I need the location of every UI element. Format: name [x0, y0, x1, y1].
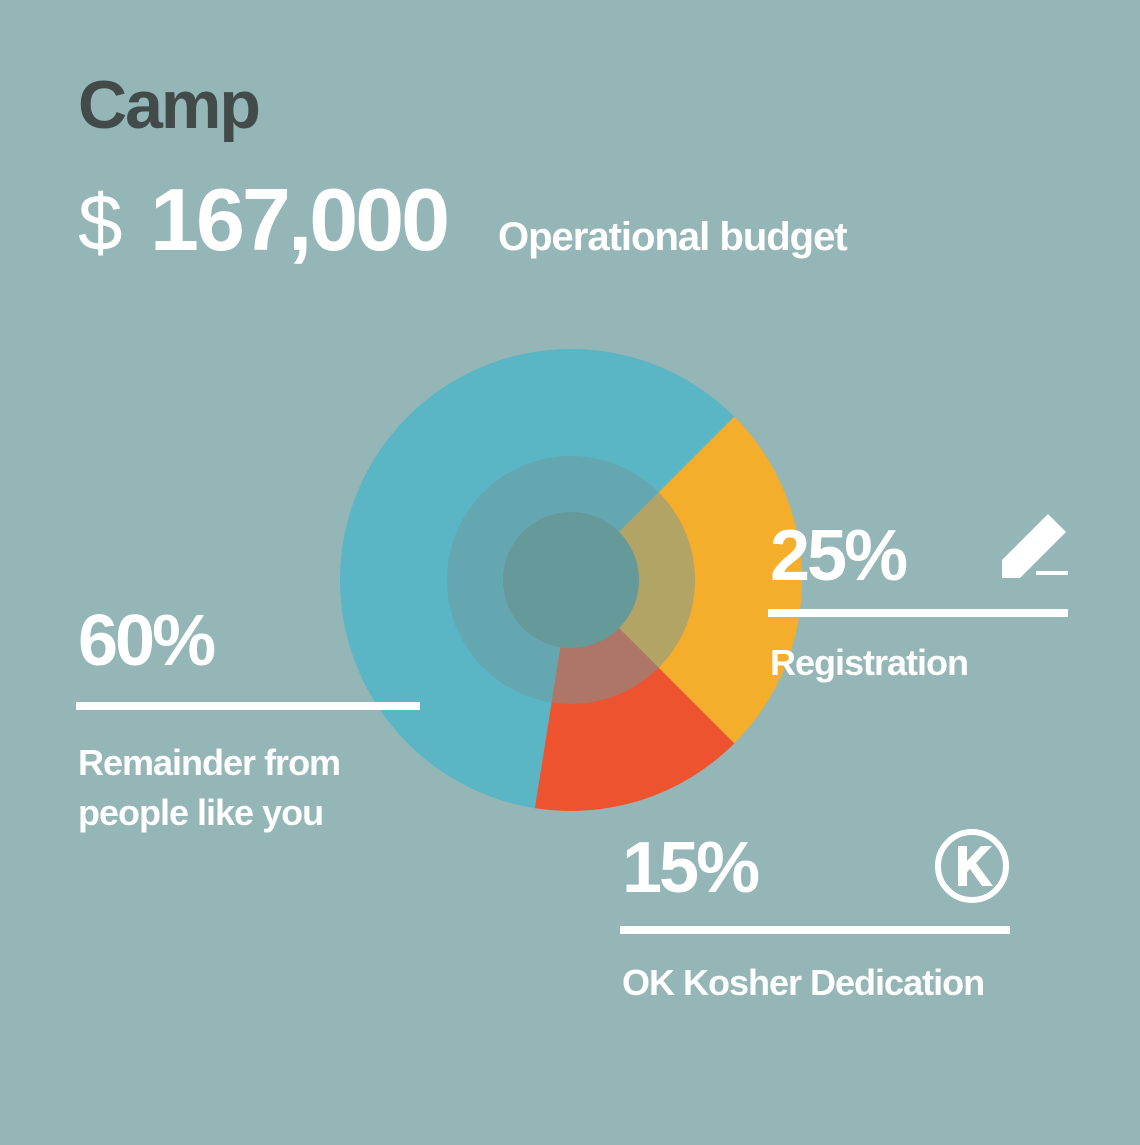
budget-amount: 167,000 [150, 170, 447, 269]
inner-core [503, 512, 639, 648]
category-box: Remainder from people like you [78, 742, 341, 833]
pie [340, 348, 802, 811]
category-label: Registration [770, 642, 969, 683]
pencil-icon [1002, 514, 1068, 578]
currency: $ [78, 178, 123, 267]
value-label: 25% [770, 516, 907, 596]
title: Camp [78, 67, 259, 143]
kosher-icon [935, 829, 1009, 903]
category-label: Remainder from people like you [78, 742, 341, 833]
category-label: OK Kosher Dedication [622, 962, 985, 1003]
value-label: 60% [78, 601, 215, 681]
value-label: 15% [622, 828, 759, 908]
budget-label: Operational budget [498, 215, 847, 259]
category-box: Registration [770, 642, 969, 683]
category-box: OK Kosher Dedication [622, 962, 985, 1003]
